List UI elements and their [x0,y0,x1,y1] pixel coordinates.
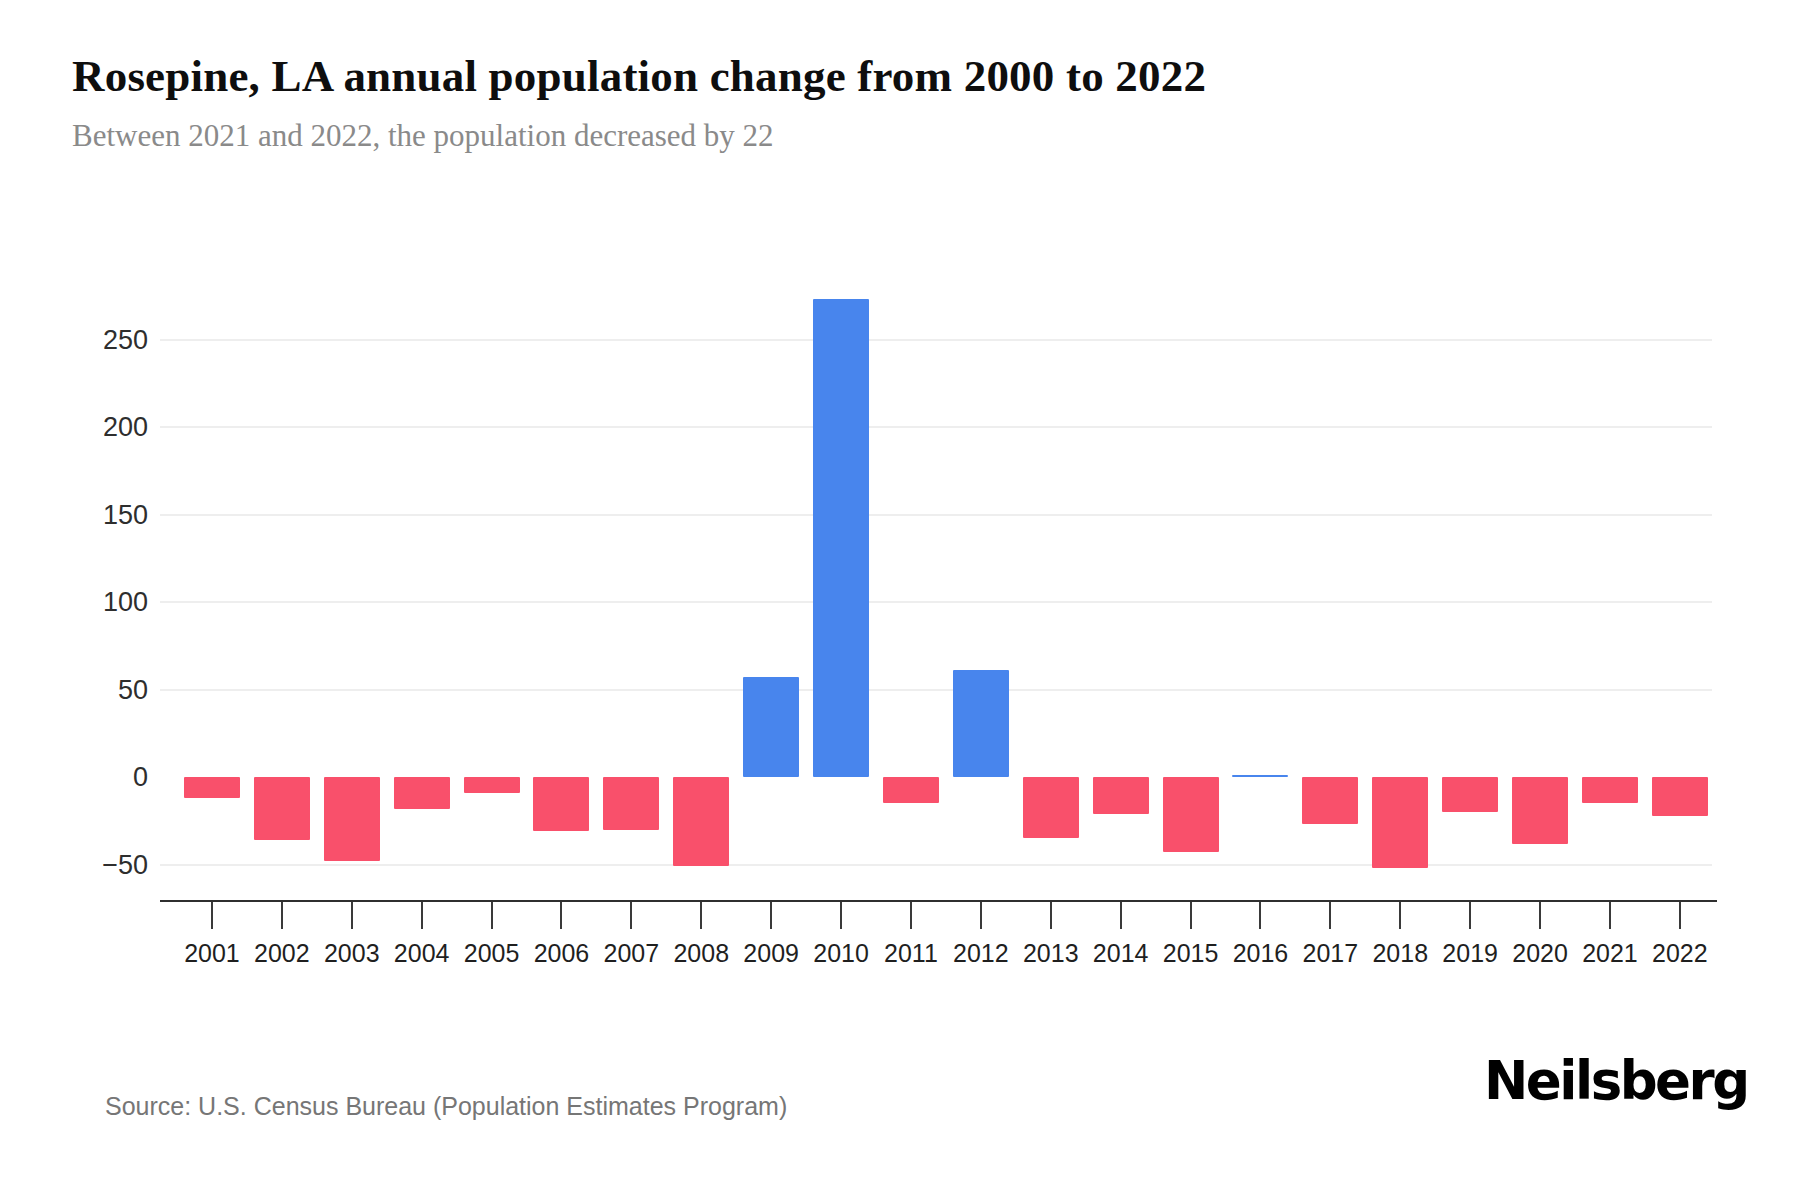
gridline--50 [160,864,1712,866]
bar-2014[interactable] [1093,777,1149,814]
x-axis-label-2009: 2009 [731,938,811,968]
x-axis-tick-2022 [1679,902,1681,929]
x-axis-tick-2018 [1399,902,1401,929]
x-axis-label-2014: 2014 [1081,938,1161,968]
bar-2017[interactable] [1302,777,1358,824]
bar-2009[interactable] [743,677,799,777]
x-axis-label-2012: 2012 [941,938,1021,968]
source-note: Source: U.S. Census Bureau (Population E… [105,1092,787,1121]
bar-2005[interactable] [464,777,520,793]
x-axis-label-2010: 2010 [801,938,881,968]
x-axis-tick-2008 [700,902,702,929]
bar-2016[interactable] [1232,775,1288,777]
gridline-200 [160,426,1712,428]
x-axis-label-2006: 2006 [521,938,601,968]
x-axis-label-2020: 2020 [1500,938,1580,968]
x-axis-label-2004: 2004 [382,938,462,968]
x-axis-tick-2015 [1190,902,1192,929]
x-axis-label-2018: 2018 [1360,938,1440,968]
bar-2001[interactable] [184,777,240,798]
x-axis-tick-2002 [281,902,283,929]
x-axis-tick-2020 [1539,902,1541,929]
x-axis-tick-2003 [351,902,353,929]
gridline-100 [160,601,1712,603]
plot-area: 250200150100500−502001200220032004200520… [0,0,1800,1200]
y-axis-label-150: 150 [58,502,148,529]
y-axis-label--50: −50 [58,852,148,879]
x-axis-tick-2006 [560,902,562,929]
x-axis-tick-2011 [910,902,912,929]
x-axis-tick-2007 [630,902,632,929]
x-axis-tick-2012 [980,902,982,929]
bar-2006[interactable] [533,777,589,831]
x-axis-label-2008: 2008 [661,938,741,968]
bar-2008[interactable] [673,777,729,866]
x-axis-tick-2019 [1469,902,1471,929]
gridline-150 [160,514,1712,516]
x-axis-label-2007: 2007 [591,938,671,968]
bar-2019[interactable] [1442,777,1498,812]
x-axis-label-2016: 2016 [1220,938,1300,968]
y-axis-label-50: 50 [58,677,148,704]
x-axis-label-2019: 2019 [1430,938,1510,968]
bar-2012[interactable] [953,670,1009,777]
bar-2013[interactable] [1023,777,1079,838]
bar-2021[interactable] [1582,777,1638,803]
y-axis-label-0: 0 [58,764,148,791]
x-axis-tick-2004 [421,902,423,929]
bar-2011[interactable] [883,777,939,803]
x-axis-tick-2010 [840,902,842,929]
x-axis-tick-2009 [770,902,772,929]
x-axis-tick-2017 [1329,902,1331,929]
x-axis-label-2002: 2002 [242,938,322,968]
bar-2007[interactable] [603,777,659,830]
gridline-50 [160,689,1712,691]
x-axis-tick-2001 [211,902,213,929]
y-axis-label-250: 250 [58,327,148,354]
x-axis-label-2013: 2013 [1011,938,1091,968]
y-axis-label-200: 200 [58,414,148,441]
bar-2018[interactable] [1372,777,1428,868]
x-axis-label-2022: 2022 [1640,938,1720,968]
bar-2002[interactable] [254,777,310,840]
x-axis-label-2003: 2003 [312,938,392,968]
bar-2004[interactable] [394,777,450,809]
chart-canvas: Rosepine, LA annual population change fr… [0,0,1800,1200]
brand-logo: Neilsberg [1484,1052,1748,1110]
x-axis-tick-2016 [1259,902,1261,929]
x-axis-label-2017: 2017 [1290,938,1370,968]
gridline-250 [160,339,1712,341]
x-axis-tick-2005 [491,902,493,929]
bar-2015[interactable] [1163,777,1219,852]
x-axis-label-2011: 2011 [871,938,951,968]
bar-2003[interactable] [324,777,380,861]
x-axis-tick-2021 [1609,902,1611,929]
x-axis-label-2015: 2015 [1151,938,1231,968]
x-axis-label-2005: 2005 [452,938,532,968]
y-axis-label-100: 100 [58,589,148,616]
x-axis-line [160,900,1717,902]
bar-2020[interactable] [1512,777,1568,844]
bar-2022[interactable] [1652,777,1708,816]
x-axis-tick-2014 [1120,902,1122,929]
x-axis-label-2021: 2021 [1570,938,1650,968]
x-axis-tick-2013 [1050,902,1052,929]
bar-2010[interactable] [813,299,869,777]
x-axis-label-2001: 2001 [172,938,252,968]
